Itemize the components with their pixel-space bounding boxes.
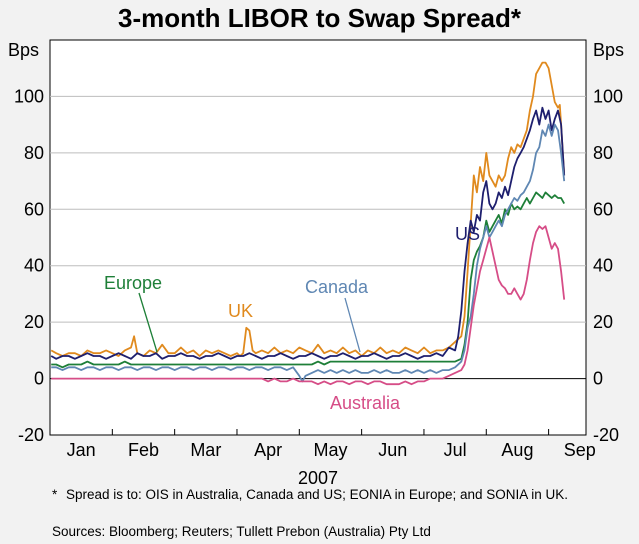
series-line-uk [50, 61, 566, 357]
series-line-us [50, 106, 566, 360]
series-label-uk: UK [228, 301, 253, 321]
footnote-text: Spread is to: OIS in Australia, Canada a… [66, 487, 569, 502]
series-line-canada [51, 123, 566, 383]
x-tick-label: Aug [501, 440, 533, 460]
chart-title: 3-month LIBOR to Swap Spread* [117, 3, 522, 33]
y-tick-label-left: 40 [24, 256, 44, 276]
y-tick-label-right: -20 [593, 425, 619, 445]
plot-area [49, 39, 587, 436]
y-axis-label-right: Bps [593, 40, 624, 60]
y-tick-label-right: 100 [593, 86, 623, 106]
series-label-europe: Europe [104, 273, 162, 293]
sources-note: Sources: Bloomberg; Reuters; Tullett Pre… [52, 524, 431, 539]
series-line-europe [51, 191, 565, 369]
x-tick-label: May [313, 440, 347, 460]
x-tick-label: Jun [378, 440, 407, 460]
x-tick-label: Sep [564, 440, 596, 460]
x-tick-label: Jan [67, 440, 96, 460]
x-tick-label: Jul [444, 440, 467, 460]
series-line-australia [51, 225, 566, 386]
x-tick-label: Feb [128, 440, 159, 460]
y-tick-label-left: 80 [24, 143, 44, 163]
y-axis-label-left: Bps [8, 40, 39, 60]
y-tick-label-right: 20 [593, 312, 613, 332]
y-tick-label-left: 20 [24, 312, 44, 332]
y-tick-label-right: 40 [593, 256, 613, 276]
y-tick-label-right: 80 [593, 143, 613, 163]
footnote: * Spread is to: OIS in Australia, Canada… [52, 487, 622, 503]
y-tick-label-left: -20 [18, 425, 44, 445]
x-tick-label: Mar [190, 440, 221, 460]
x-tick-label: Apr [254, 440, 282, 460]
y-tick-label-right: 60 [593, 199, 613, 219]
y-tick-label-left: 60 [24, 199, 44, 219]
footnote-marker: * [52, 487, 58, 502]
leader-line [138, 292, 158, 353]
y-tick-label-left: 100 [14, 86, 44, 106]
series-label-australia: Australia [330, 393, 401, 413]
series-label-us: US [455, 224, 480, 244]
x-axis-year-label: 2007 [298, 468, 338, 488]
y-tick-label-left: 0 [34, 369, 44, 389]
leader-line [344, 297, 361, 353]
series-label-canada: Canada [305, 277, 369, 297]
y-tick-label-right: 0 [593, 369, 603, 389]
